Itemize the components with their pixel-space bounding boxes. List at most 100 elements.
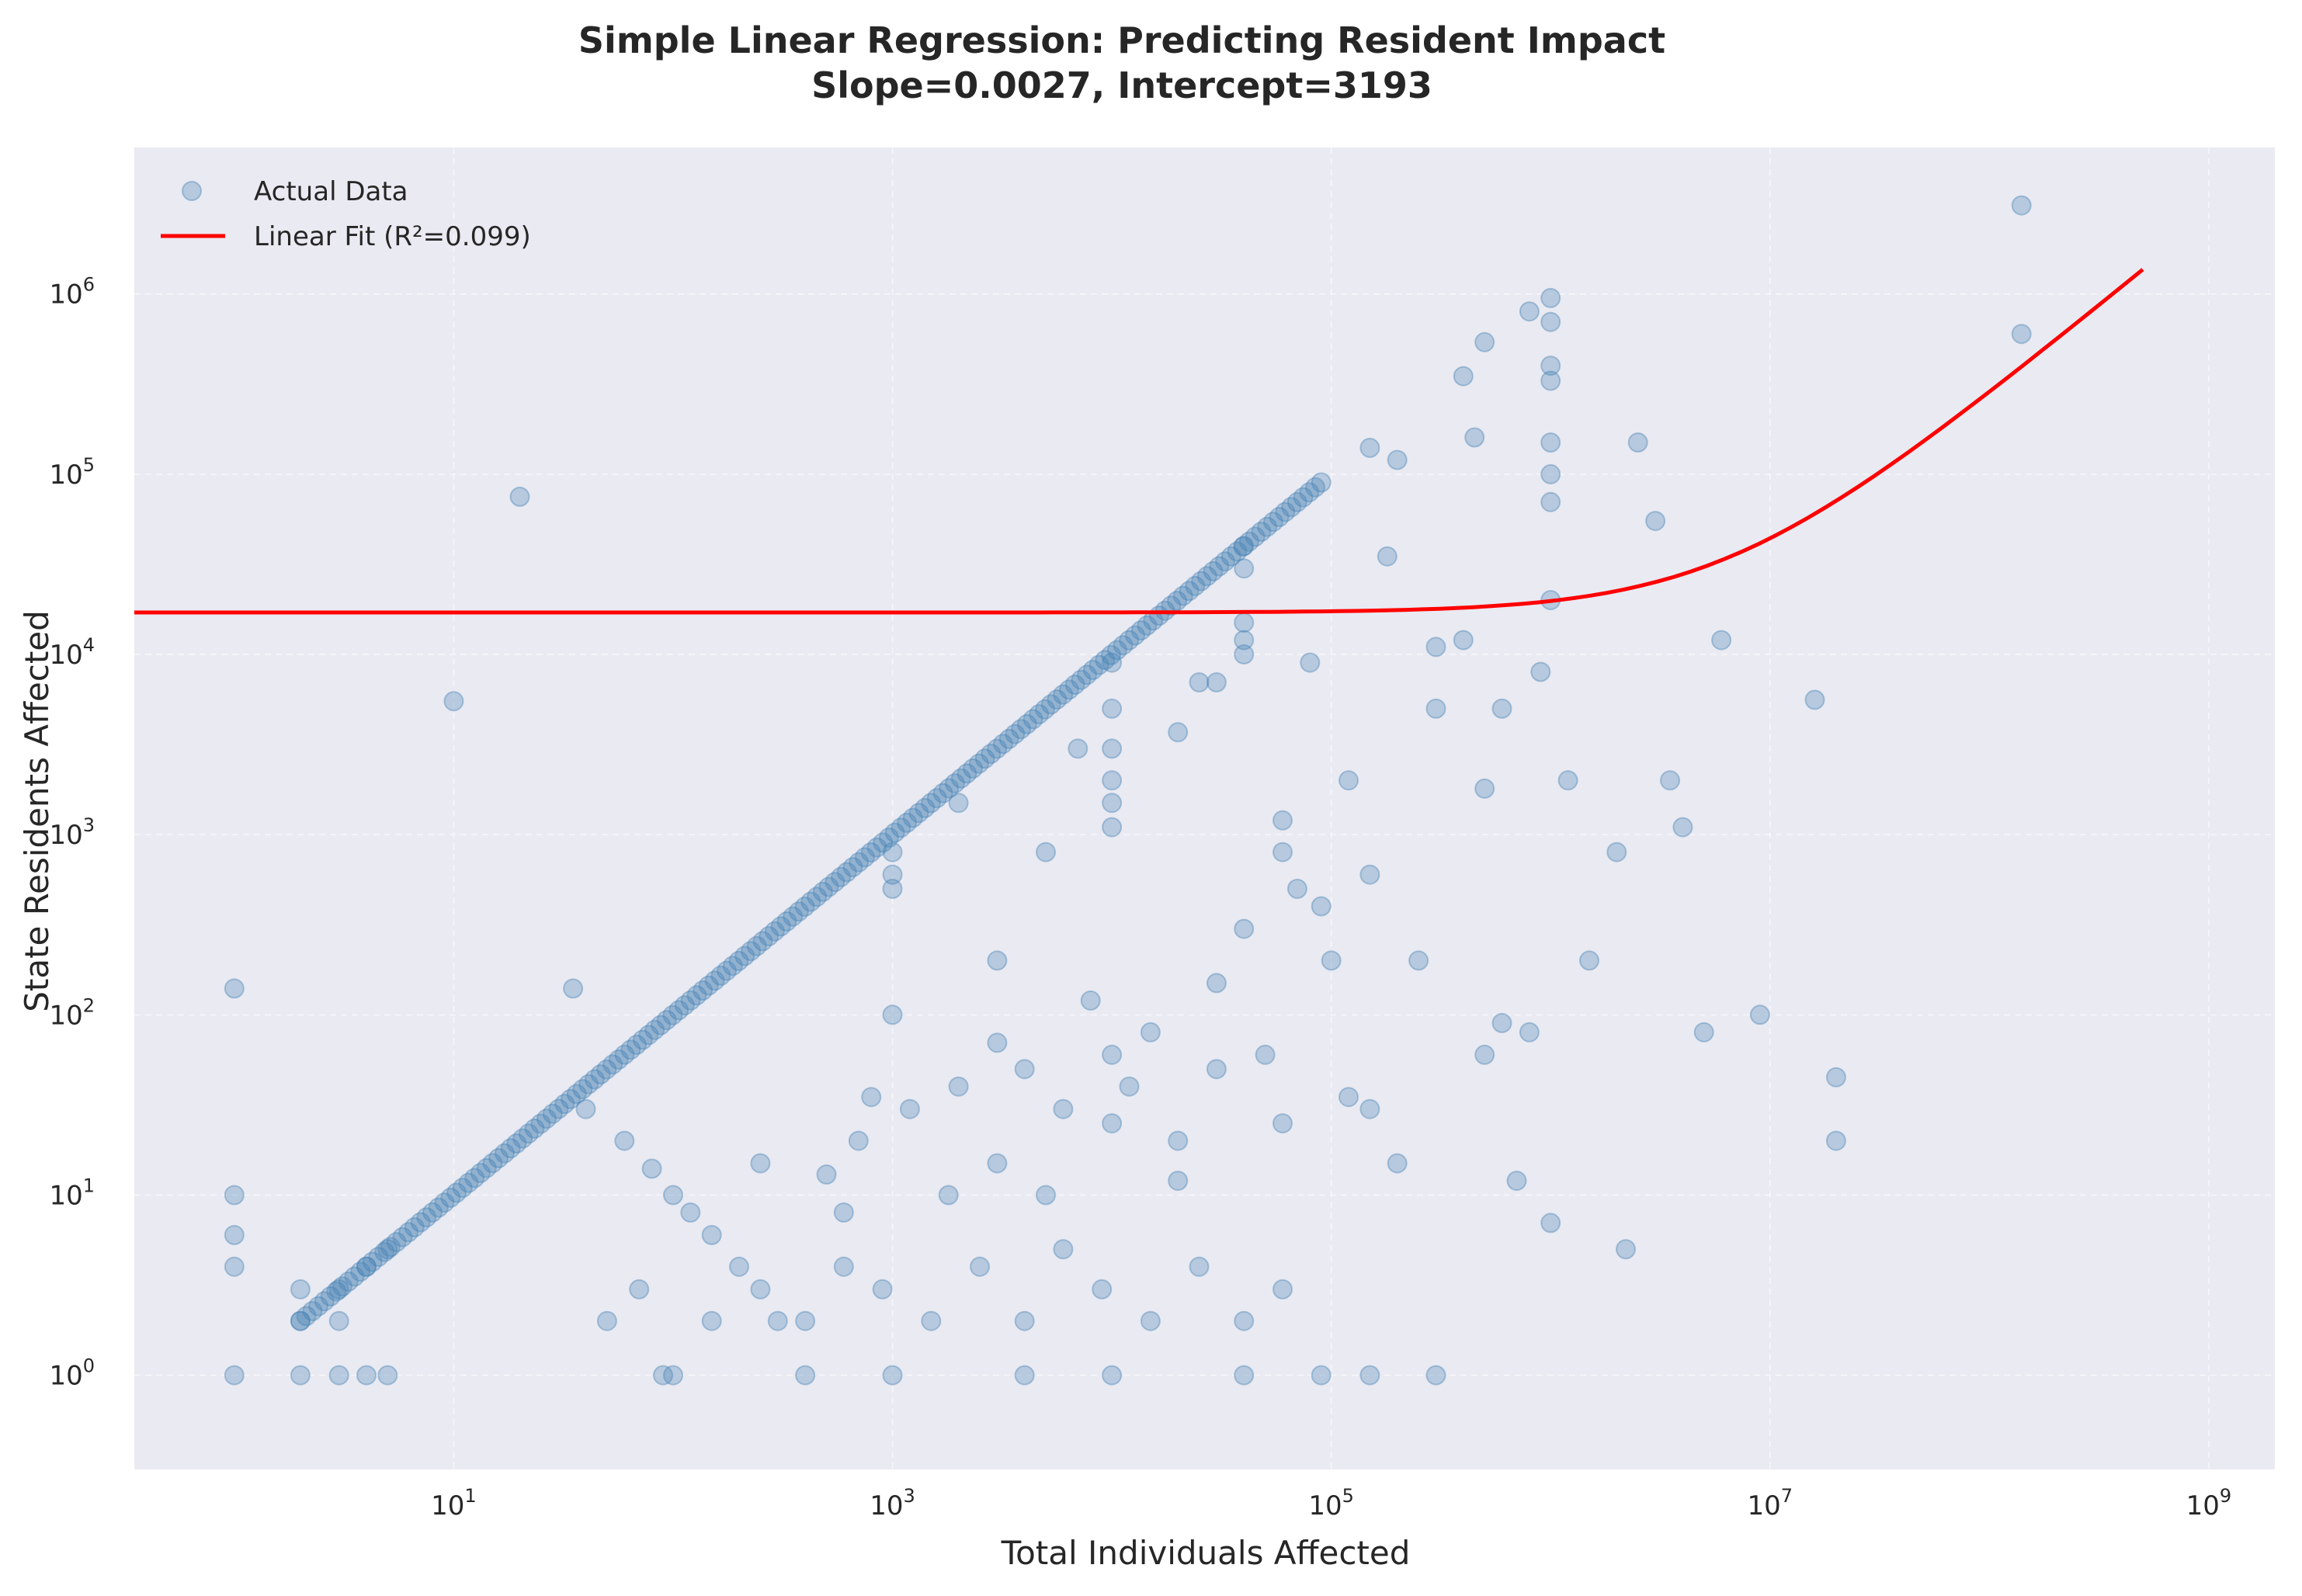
data-point bbox=[663, 1365, 683, 1386]
x-tick-exponent: 5 bbox=[1342, 1485, 1354, 1507]
data-point bbox=[1311, 1365, 1332, 1386]
data-point bbox=[816, 1164, 837, 1185]
data-point bbox=[344, 1266, 365, 1287]
data-point bbox=[416, 1207, 437, 1228]
data-point bbox=[1167, 591, 1188, 611]
data-point bbox=[362, 1251, 383, 1272]
data-point bbox=[1023, 709, 1043, 730]
data-point bbox=[575, 1098, 596, 1119]
data-point bbox=[1257, 516, 1278, 537]
data-point bbox=[948, 1076, 969, 1097]
linear-fit-line bbox=[134, 268, 2144, 615]
data-point bbox=[1311, 896, 1332, 917]
y-tick-base: 10 bbox=[49, 279, 82, 311]
data-point bbox=[404, 1217, 425, 1237]
data-point bbox=[686, 985, 707, 1006]
data-point bbox=[970, 1256, 990, 1277]
data-point bbox=[377, 1365, 398, 1386]
data-point bbox=[356, 1256, 377, 1277]
data-point bbox=[1530, 661, 1551, 682]
data-point bbox=[1273, 1279, 1293, 1299]
y-tick-base: 10 bbox=[49, 460, 82, 491]
data-point bbox=[1693, 1022, 1714, 1043]
data-point bbox=[1245, 526, 1266, 547]
data-point bbox=[476, 1157, 497, 1178]
data-point bbox=[629, 1279, 650, 1299]
data-point bbox=[1206, 973, 1227, 994]
data-point bbox=[701, 1310, 722, 1331]
data-point bbox=[998, 728, 1019, 749]
data-point bbox=[1064, 675, 1085, 695]
data-point bbox=[759, 926, 779, 947]
data-point bbox=[296, 1306, 317, 1327]
data-point bbox=[1464, 427, 1485, 448]
data-point bbox=[1408, 950, 1429, 971]
data-point bbox=[1234, 644, 1255, 664]
data-point bbox=[833, 1256, 854, 1277]
data-point bbox=[443, 691, 464, 712]
data-point bbox=[1119, 1076, 1140, 1097]
data-point bbox=[710, 965, 731, 986]
grid-lines bbox=[134, 147, 2275, 1469]
data-point bbox=[1377, 546, 1398, 567]
data-point bbox=[1234, 558, 1255, 579]
data-point bbox=[1540, 311, 1561, 332]
y-tick-exponent: 4 bbox=[83, 634, 95, 656]
data-point bbox=[1035, 699, 1055, 720]
data-point bbox=[915, 797, 936, 818]
data-point bbox=[663, 1185, 683, 1206]
data-point bbox=[1119, 630, 1140, 651]
data-point bbox=[992, 734, 1013, 755]
data-point bbox=[1269, 507, 1290, 527]
data-point bbox=[981, 744, 1002, 764]
data-point bbox=[746, 935, 767, 956]
data-point bbox=[974, 748, 995, 769]
data-point bbox=[356, 1256, 377, 1277]
data-point bbox=[509, 486, 530, 507]
data-point bbox=[2011, 324, 2032, 345]
data-point bbox=[921, 1310, 942, 1331]
data-point bbox=[1321, 950, 1342, 971]
data-point bbox=[338, 1271, 359, 1292]
data-point bbox=[764, 921, 785, 942]
data-point bbox=[1101, 644, 1121, 665]
data-point bbox=[1014, 1365, 1035, 1386]
data-point bbox=[224, 1185, 245, 1206]
data-point bbox=[1474, 778, 1495, 799]
data-point bbox=[380, 1237, 401, 1258]
data-point bbox=[632, 1029, 653, 1050]
data-point bbox=[452, 1178, 473, 1199]
data-point bbox=[1425, 637, 1446, 657]
data-point bbox=[224, 1225, 245, 1245]
data-point bbox=[524, 1118, 545, 1139]
data-point bbox=[572, 1079, 593, 1100]
data-point bbox=[1234, 1310, 1255, 1331]
data-point bbox=[1092, 1279, 1113, 1299]
data-point bbox=[795, 1310, 816, 1331]
data-point bbox=[1189, 1256, 1210, 1277]
data-point bbox=[1804, 689, 1825, 710]
data-point bbox=[800, 891, 821, 912]
data-point bbox=[1234, 630, 1255, 651]
data-point bbox=[1540, 491, 1561, 512]
data-point bbox=[1425, 1365, 1446, 1386]
data-point bbox=[1711, 630, 1732, 651]
data-point bbox=[1359, 864, 1380, 885]
data-point bbox=[1102, 1044, 1123, 1065]
data-point bbox=[1191, 571, 1212, 592]
data-point bbox=[596, 1310, 617, 1331]
data-point bbox=[458, 1172, 479, 1193]
data-point bbox=[1540, 370, 1561, 391]
data-point bbox=[290, 1310, 311, 1331]
y-tick-label: 105 bbox=[49, 454, 95, 491]
data-point bbox=[627, 1034, 647, 1055]
data-point bbox=[326, 1281, 347, 1302]
data-point bbox=[1053, 1098, 1074, 1119]
data-point bbox=[614, 1044, 635, 1065]
data-point bbox=[1540, 463, 1561, 484]
x-axis-label: Total Individuals Affected bbox=[1001, 1534, 1411, 1572]
data-point bbox=[722, 956, 743, 977]
data-point bbox=[1234, 536, 1255, 557]
data-point bbox=[530, 1113, 551, 1134]
